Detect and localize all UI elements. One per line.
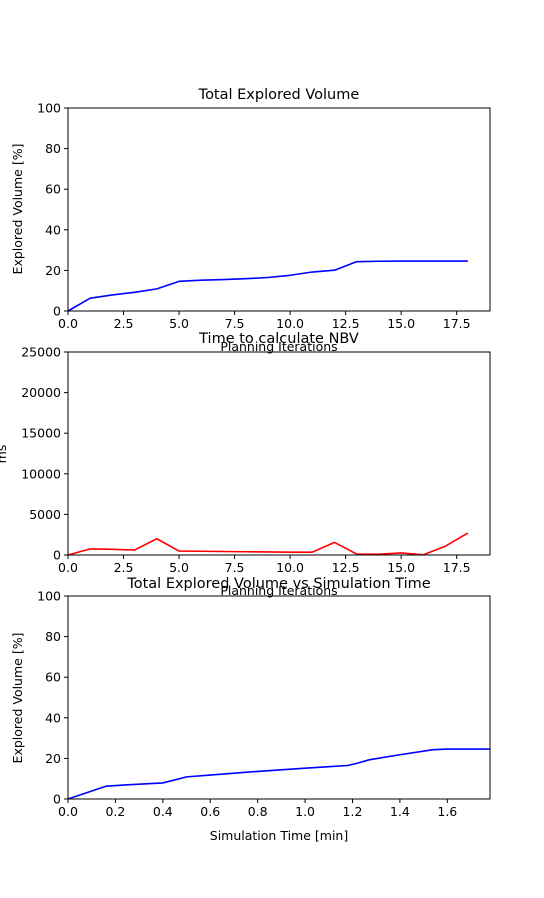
y-axis-label: Explored Volume [%] <box>10 633 25 764</box>
y-tick-label: 0 <box>53 548 61 563</box>
y-tick-label: 20000 <box>21 385 61 400</box>
x-tick-label: 1.0 <box>295 804 315 819</box>
x-tick-label: 12.5 <box>332 316 360 331</box>
y-tick-label: 40 <box>45 222 61 237</box>
y-tick-label: 0 <box>53 304 61 319</box>
x-tick-label: 15.0 <box>387 316 415 331</box>
series-line <box>67 260 468 312</box>
y-tick-label: 100 <box>37 101 61 116</box>
x-tick-label: 17.5 <box>443 560 471 575</box>
x-tick-label: 12.5 <box>332 560 360 575</box>
y-axis-label: Explored Volume [%] <box>10 144 25 275</box>
y-tick-label: 60 <box>45 182 61 197</box>
x-axis-label: Planning Iterations <box>220 583 337 598</box>
panel-explored-volume-time: Total Explored Volume vs Simulation Time… <box>10 576 491 843</box>
series-line <box>67 748 490 800</box>
x-tick-label: 0.0 <box>58 316 78 331</box>
y-tick-label: 40 <box>45 710 61 725</box>
x-tick-label: 0.0 <box>58 804 78 819</box>
x-tick-label: 2.5 <box>114 560 134 575</box>
x-tick-label: 1.4 <box>390 804 410 819</box>
series-line <box>67 532 469 556</box>
x-tick-label: 17.5 <box>443 316 471 331</box>
x-tick-label: 0.6 <box>200 804 220 819</box>
x-tick-label: 0.8 <box>248 804 268 819</box>
panel-explored-volume-iterations: Total Explored Volume 0.0 2.5 5.0 7.5 10.0 12… <box>10 87 491 354</box>
y-tick-label: 60 <box>45 670 61 685</box>
plot-area: 0.0 2.5 5.0 7.5 10.0 12.5 15.0 17.5 0 20 40 60 80 100 <box>37 101 491 331</box>
x-tick-label: 1.2 <box>343 804 363 819</box>
chart-title: Total Explored Volume <box>198 87 360 103</box>
x-axis-label: Simulation Time [min] <box>210 828 348 843</box>
axes-frame <box>67 107 491 312</box>
x-tick-label: 0.2 <box>105 804 125 819</box>
y-tick-label: 20 <box>45 263 61 278</box>
panel-nbv-time: Time to calculate NBV 0.0 2.5 5.0 7.5 10.0 12… <box>0 331 491 598</box>
y-tick-label: 0 <box>53 792 61 807</box>
x-tick-label: 0.4 <box>153 804 173 819</box>
x-tick-label: 15.0 <box>387 560 415 575</box>
x-tick-label: 10.0 <box>276 316 304 331</box>
plot-area: 0.0 0.2 0.4 0.6 0.8 1.0 1.2 1.4 1.6 0 20 40 60 80 100 <box>37 589 491 819</box>
x-tick-label: 7.5 <box>225 316 245 331</box>
chart-title: Time to calculate NBV <box>198 331 359 347</box>
x-tick-label: 7.5 <box>225 560 245 575</box>
x-tick-label: 2.5 <box>114 316 134 331</box>
axes-frame <box>67 351 491 556</box>
x-tick-label: 0.0 <box>58 560 78 575</box>
y-axis-label: ms <box>0 445 9 464</box>
y-tick-label: 80 <box>45 629 61 644</box>
chart-title: Total Explored Volume vs Simulation Time <box>126 576 430 592</box>
x-axis-label: Planning Iterations <box>220 339 337 354</box>
y-tick-label: 25000 <box>21 345 61 360</box>
plot-area: 0.0 2.5 5.0 7.5 10.0 12.5 15.0 17.5 0 5000 10000 15… <box>21 345 491 575</box>
y-tick-label: 15000 <box>21 426 61 441</box>
y-tick-label: 20 <box>45 751 61 766</box>
y-tick-label: 5000 <box>29 507 61 522</box>
y-tick-label: 80 <box>45 141 61 156</box>
x-tick-label: 1.6 <box>437 804 457 819</box>
x-tick-label: 5.0 <box>169 560 189 575</box>
x-tick-label: 5.0 <box>169 316 189 331</box>
y-tick-label: 10000 <box>21 466 61 481</box>
x-tick-label: 10.0 <box>276 560 304 575</box>
axes-frame <box>67 595 491 800</box>
y-tick-label: 100 <box>37 589 61 604</box>
